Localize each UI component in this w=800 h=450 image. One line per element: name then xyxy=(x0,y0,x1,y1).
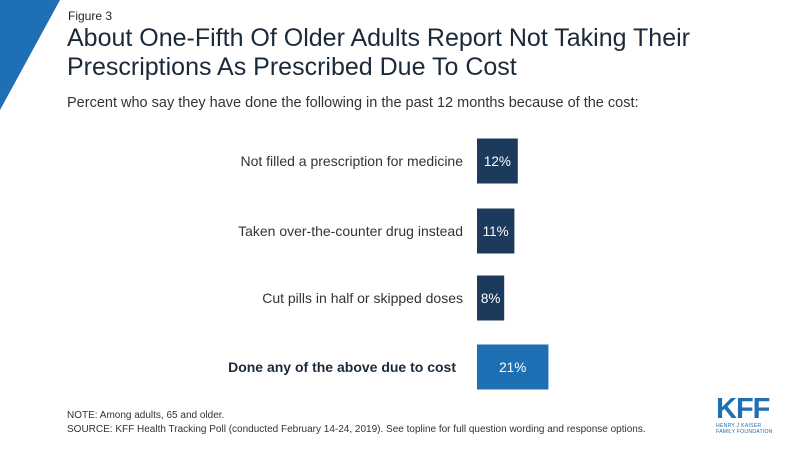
bar-1 xyxy=(477,138,518,184)
bar-2 xyxy=(477,208,515,254)
category-label-2: Taken over-the-counter drug instead xyxy=(238,223,463,239)
corner-accent-shape xyxy=(0,0,60,110)
category-label-3: Cut pills in half or skipped doses xyxy=(262,290,463,306)
chart-footer: NOTE: Among adults, 65 and older. SOURCE… xyxy=(67,409,646,437)
footer-note: NOTE: Among adults, 65 and older. xyxy=(67,410,225,421)
figure-label: Figure 3 xyxy=(68,9,113,23)
logo-line-2: Family Foundation xyxy=(716,429,773,435)
chart-title: About One-Fifth Of Older Adults Report N… xyxy=(67,24,690,81)
kff-logo: KFF Henry J Kaiser Family Foundation xyxy=(716,395,778,439)
data-label-2: 11% xyxy=(483,224,509,239)
data-label-3: 8% xyxy=(481,291,501,306)
bar-3 xyxy=(477,275,505,321)
category-label-4: Done any of the above due to cost xyxy=(228,359,456,375)
logo-line-1: Henry J Kaiser xyxy=(716,423,762,429)
data-label-1: 12% xyxy=(484,154,511,169)
bar-4 xyxy=(477,344,549,390)
footer-source: SOURCE: KFF Health Tracking Poll (conduc… xyxy=(67,424,646,435)
data-label-4: 21% xyxy=(499,360,526,375)
logo-mark: KFF xyxy=(716,393,770,425)
category-label-1: Not filled a prescription for medicine xyxy=(240,153,463,169)
chart-subtitle: Percent who say they have done the follo… xyxy=(67,95,639,111)
